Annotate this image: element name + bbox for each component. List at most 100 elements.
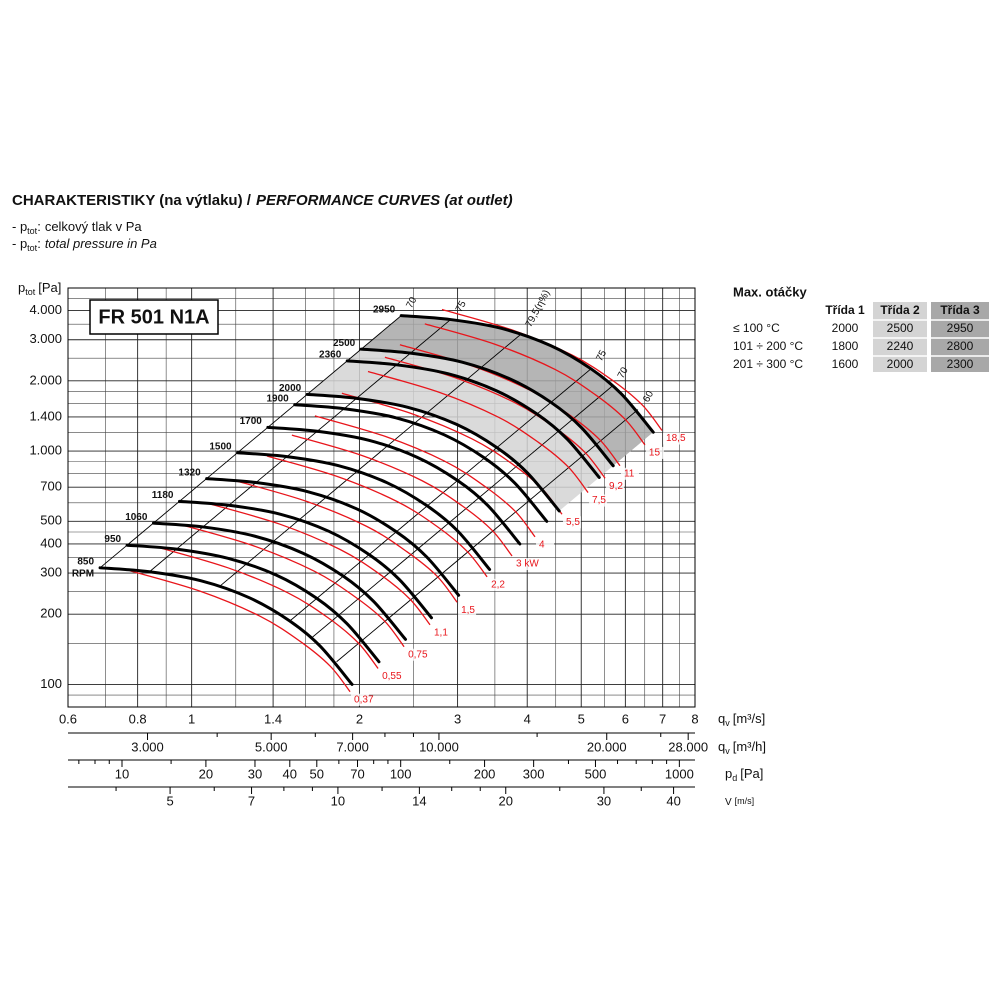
x-tick-label: 500 <box>585 766 607 781</box>
y-tick-label: 2.000 <box>29 372 62 387</box>
class-region <box>307 349 614 511</box>
power-curve <box>266 455 488 578</box>
y-tick-label: 400 <box>40 535 62 550</box>
axis-label: V [m/s] <box>725 796 754 807</box>
note-prefix: - p <box>12 236 27 251</box>
table-cell: 2000 <box>832 321 859 335</box>
y-tick-label: 500 <box>40 513 62 528</box>
x-tick-label: 3 <box>454 711 461 726</box>
power-label-bg <box>645 446 664 459</box>
power-label-bg <box>405 648 424 661</box>
rpm-label: 1700 <box>240 416 263 427</box>
rpm-label: 1320 <box>178 467 201 478</box>
y-tick-label: 200 <box>40 606 62 621</box>
axis-label-main: q <box>718 739 725 754</box>
rpm-label: 850 <box>77 556 94 567</box>
rpm-label: 1900 <box>266 393 289 404</box>
x-tick-label: 0.8 <box>129 711 147 726</box>
y-tick-label: 4.000 <box>29 302 62 317</box>
axis-label-unit: [Pa] <box>740 766 763 781</box>
efficiency-label: 70 <box>616 365 631 380</box>
rpm-curve <box>345 359 601 479</box>
table-column-bg <box>873 302 927 372</box>
axis-label-main: p <box>725 766 732 781</box>
rpm-curve <box>177 499 433 620</box>
x-tick-label: 4 <box>524 711 531 726</box>
table-row-label: 201 ÷ 300 °C <box>733 357 803 371</box>
power-label-bg <box>663 432 682 445</box>
power-label-bg <box>606 480 625 493</box>
power-curve <box>183 524 405 648</box>
rpm-curve <box>305 392 561 513</box>
power-label-bg <box>620 467 639 480</box>
x-tick-label: 20.000 <box>587 739 627 754</box>
axis-label-unit: [Pa] <box>38 280 61 295</box>
power-label-bg <box>431 626 450 639</box>
axis-label-sub: d <box>732 773 737 783</box>
title-cz: CHARAKTERISTIKY (na výtlaku) / <box>12 192 252 209</box>
rpm-curve <box>293 403 549 523</box>
power-label: 2,2 <box>491 579 505 590</box>
table-header: Třída 2 <box>880 303 920 317</box>
power-label: 1,1 <box>434 627 448 638</box>
axis-label-sub: v <box>725 746 730 756</box>
table-cell: 2800 <box>947 339 974 353</box>
power-label-bg <box>589 494 608 507</box>
efficiency-label: 75 <box>454 299 469 314</box>
model-box <box>89 299 219 335</box>
x-tick-label: 1 <box>188 711 195 726</box>
x-tick-label: 5 <box>578 711 585 726</box>
x-tick-label: 30 <box>597 793 611 808</box>
x-tick-label: 10.000 <box>419 739 459 754</box>
x-tick-label: 40 <box>283 766 297 781</box>
rpm-label: 1180 <box>152 490 174 501</box>
table-row-label: ≤ 100 °C <box>733 321 780 335</box>
power-label-bg <box>351 693 370 706</box>
y-tick-label: 700 <box>40 479 62 494</box>
x-tick-label: 200 <box>474 766 496 781</box>
power-label: 5,5 <box>566 517 580 528</box>
plot: 4.0003.0002.0001.4001.000700500400300200… <box>18 280 766 808</box>
y-tick-label: 1.000 <box>29 443 62 458</box>
table-header: Třída 3 <box>940 303 980 317</box>
rpm-label: 1500 <box>209 441 232 452</box>
y-tick-label: 100 <box>40 676 62 691</box>
power-label-bg <box>562 516 581 529</box>
axis-label: qv [m³/h] <box>718 739 766 756</box>
title-en: PERFORMANCE CURVES (at outlet) <box>256 192 513 209</box>
power-label: 18,5 <box>666 433 686 444</box>
axis-label: pd [Pa] <box>725 766 763 783</box>
efficiency-label: 79,5(η%) <box>524 288 553 329</box>
x-tick-label: 40 <box>666 793 680 808</box>
power-label: 3 kW <box>516 559 539 570</box>
rpm-label: 2500 <box>333 338 356 349</box>
table-cell: 1800 <box>832 339 859 353</box>
x-tick-label: 6 <box>622 711 629 726</box>
note: - ptot: celkový tlak v Pa <box>12 219 142 236</box>
note: - ptot: total pressure in Pa <box>12 236 157 253</box>
rpm-curve <box>266 425 522 546</box>
table-cell: 1600 <box>832 357 859 371</box>
table-cell: 2240 <box>887 339 914 353</box>
rpm-curve <box>98 566 354 686</box>
power-curve <box>424 323 646 446</box>
axis-label: qv [m³/s] <box>718 711 765 728</box>
power-curve <box>291 434 513 557</box>
x-tick-label: 8 <box>691 711 698 726</box>
power-label: 9,2 <box>609 481 623 492</box>
x-tick-label: 70 <box>350 766 364 781</box>
efficiency-label: 60 <box>641 389 656 404</box>
x-tick-label: 10 <box>331 793 345 808</box>
note-text: celkový tlak v Pa <box>45 219 143 234</box>
power-label: 1,5 <box>461 605 475 616</box>
axis-label-unit: [m³/s] <box>733 711 766 726</box>
power-label: 4 <box>539 539 545 550</box>
table-column-bg <box>931 302 989 372</box>
plot-frame <box>67 287 696 708</box>
power-curve <box>441 308 663 431</box>
power-curve <box>129 570 351 693</box>
power-label: 11 <box>624 468 635 479</box>
rpm-label: 1060 <box>125 512 148 523</box>
note-sep: : <box>37 236 41 251</box>
note-prefix: - p <box>12 219 27 234</box>
